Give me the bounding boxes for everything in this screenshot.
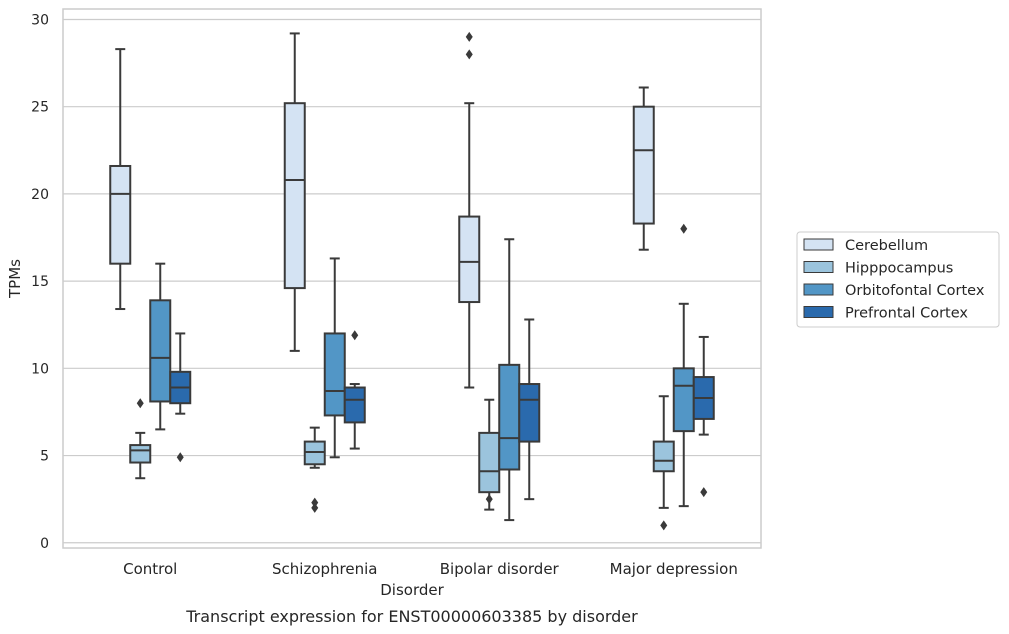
legend-label: Cerebellum [845,238,928,254]
box-iqr [323,332,346,417]
x-axis-label: Disorder [380,581,444,599]
outlier-marker [311,502,319,513]
box-iqr [518,383,541,443]
box-0-3 [632,86,655,251]
chart-caption: Transcript expression for ENST0000060338… [185,607,638,626]
box-iqr [109,164,132,265]
box-iqr [283,102,306,290]
x-tick-labels: Control Schizophrenia Bipolar disorder Majo… [123,560,738,578]
box-3-0 [169,332,192,463]
outlier-marker [680,223,688,234]
x-tick-label: Bipolar disorder [440,560,560,578]
box-iqr [632,105,655,225]
box-1-1 [303,426,326,513]
box-2-0 [149,262,172,431]
box-iqr [672,367,695,433]
outlier-marker [700,487,708,498]
box-1-0 [129,398,152,480]
outlier-marker [351,330,359,341]
box-1-2 [478,398,501,511]
outlier-marker [176,452,184,463]
outlier-marker [485,494,493,505]
legend-swatch [803,238,834,251]
box-iqr [149,299,172,403]
x-tick-label: Schizophrenia [272,560,377,578]
legend-swatch [803,283,834,296]
box-3-3 [692,335,715,498]
y-axis-label: TPMs [6,259,24,299]
y-tick-label: 0 [40,536,49,552]
y-tick-label: 20 [31,187,49,203]
box-1-3 [652,395,675,531]
outlier-marker [311,497,319,508]
box-iqr [129,444,152,464]
x-tick-label: Control [123,560,177,578]
plot-frame [62,8,762,549]
outlier-marker [465,49,473,60]
y-tick-label: 30 [31,12,49,28]
x-tick-label: Major depression [610,560,738,578]
box-iqr [343,386,366,424]
legend-swatch [803,306,834,318]
legend-label: Orbitofontal Cortex [845,283,985,299]
box-plots [109,31,715,531]
box-3-1 [343,330,366,450]
y-tick-label: 10 [31,361,49,377]
box-2-2 [498,238,521,522]
box-iqr [458,215,481,304]
y-tick-label: 25 [31,100,49,116]
box-iqr [498,363,521,471]
legend-frame [796,231,1000,328]
legend-label: Prefrontal Cortex [845,306,968,322]
y-tick-label: 15 [31,274,49,290]
outlier-marker [660,520,668,531]
box-iqr [478,431,501,494]
box-3-2 [518,318,541,501]
box-0-0 [109,48,132,311]
box-0-2 [458,31,481,389]
y-tick-label: 5 [40,449,49,465]
outlier-marker [136,398,144,409]
box-2-3 [672,223,695,508]
box-iqr [652,440,675,473]
box-2-1 [323,257,346,459]
y-tick-labels: 0 5 10 15 20 25 30 [31,12,49,551]
outlier-marker [465,31,473,42]
legend: Cerebellum Hipppocampus Orbitofontal Corte… [796,231,1000,328]
box-0-1 [283,32,306,352]
legend-label: Hipppocampus [845,261,953,277]
legend-swatch [803,261,834,273]
